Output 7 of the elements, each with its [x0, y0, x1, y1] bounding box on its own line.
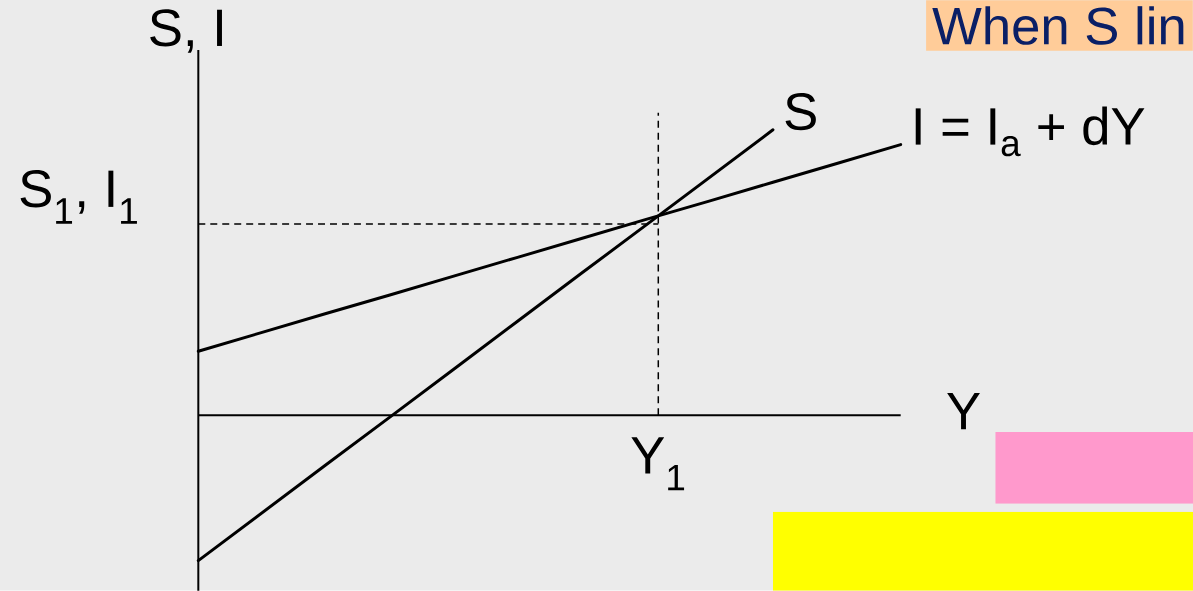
series-label: I = I$_{a}$ + dY: [915, 106, 1145, 157]
text: When S lin: [932, 6, 1184, 46]
y-axis-title: S, I: [150, 9, 222, 53]
annotation: Y$_{1}$: [631, 437, 685, 491]
ref-line-label: S$_{1}$, I$_{1}$: [20, 170, 137, 224]
x-axis-title: Y: [947, 393, 980, 430]
series-label: S: [785, 93, 816, 131]
